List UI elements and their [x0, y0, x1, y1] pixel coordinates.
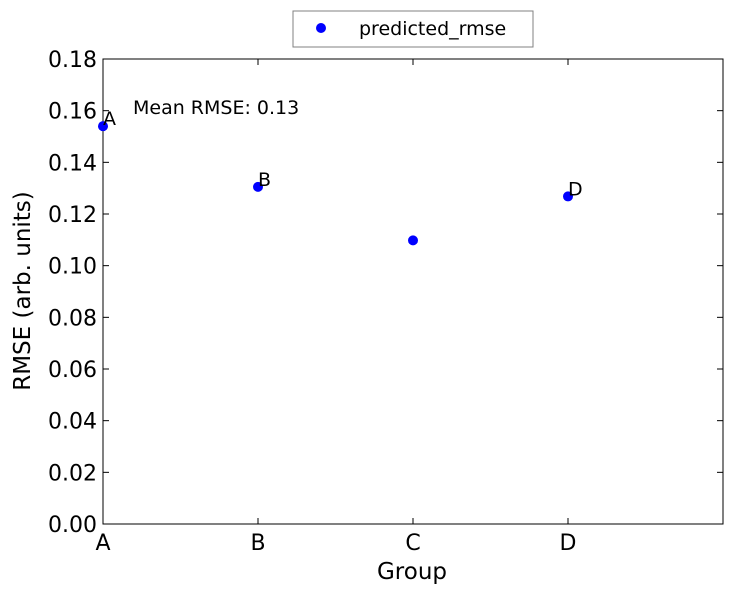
mean-annotation: Mean RMSE: 0.13	[133, 97, 299, 119]
x-axis: A B C D	[95, 59, 576, 556]
y-tick-label: 0.12	[48, 203, 97, 228]
legend: predicted_rmse	[292, 10, 534, 48]
plot-area	[102, 58, 724, 525]
x-tick-label: D	[560, 531, 577, 556]
y-tick-label: 0.10	[48, 255, 97, 280]
y-tick-label: 0.00	[48, 513, 97, 538]
legend-label: predicted_rmse	[359, 18, 506, 40]
legend-marker	[316, 23, 326, 33]
data-points: A B D	[98, 108, 583, 246]
y-tick-label: 0.04	[48, 410, 97, 435]
y-tick-label: 0.06	[48, 358, 97, 383]
point-label: A	[103, 108, 116, 130]
point-label: B	[258, 169, 271, 191]
y-tick-label: 0.14	[48, 151, 97, 176]
x-axis-label: Group	[377, 559, 447, 585]
y-tick-label: 0.08	[48, 306, 97, 331]
x-tick-label: B	[250, 531, 265, 556]
data-point-a	[98, 121, 108, 132]
point-label: D	[568, 178, 583, 200]
data-point-b	[253, 181, 263, 192]
legend-box	[292, 10, 534, 48]
x-tick-label: C	[405, 531, 420, 556]
data-point-d	[563, 191, 573, 202]
y-tick-label: 0.18	[48, 48, 97, 73]
y-tick-label: 0.16	[48, 100, 97, 125]
y-axis: 0.00 0.02 0.04 0.06 0.08 0.10 0.12 0.14 0.16 0.18	[48, 48, 723, 538]
x-tick-label: A	[95, 531, 110, 556]
data-point-c	[408, 235, 418, 246]
y-axis-label: RMSE (arb. units)	[10, 191, 36, 391]
y-tick-label: 0.02	[48, 461, 97, 486]
